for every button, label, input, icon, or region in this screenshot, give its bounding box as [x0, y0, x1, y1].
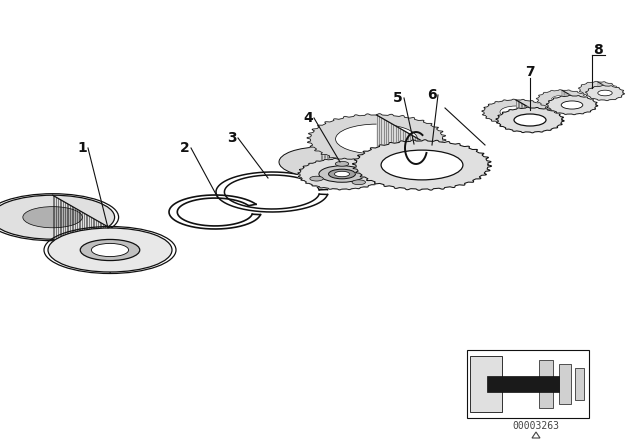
Text: 1: 1 [77, 141, 87, 155]
Ellipse shape [310, 176, 323, 181]
Ellipse shape [92, 243, 129, 257]
Polygon shape [376, 115, 422, 189]
Ellipse shape [500, 106, 532, 118]
Ellipse shape [80, 239, 140, 261]
Text: 5: 5 [393, 91, 403, 105]
Polygon shape [298, 158, 386, 190]
Bar [539, 360, 553, 408]
Bar [470, 356, 502, 412]
Bar [559, 364, 571, 404]
Text: 4: 4 [303, 111, 313, 125]
Ellipse shape [23, 207, 83, 228]
Ellipse shape [279, 147, 363, 177]
Ellipse shape [552, 95, 573, 103]
Text: 8: 8 [593, 43, 603, 57]
Polygon shape [536, 90, 588, 109]
Bar [467, 350, 589, 418]
Bar [487, 376, 559, 392]
Ellipse shape [514, 114, 546, 126]
Bar [575, 368, 584, 400]
Ellipse shape [335, 124, 417, 154]
Text: 3: 3 [227, 131, 237, 145]
Polygon shape [598, 82, 605, 100]
Ellipse shape [48, 228, 172, 272]
Polygon shape [586, 86, 625, 101]
Text: 6: 6 [427, 88, 437, 102]
Ellipse shape [335, 171, 349, 177]
Polygon shape [298, 158, 386, 190]
Ellipse shape [598, 90, 612, 96]
Polygon shape [516, 100, 530, 132]
Ellipse shape [561, 101, 583, 109]
Text: 7: 7 [525, 65, 535, 79]
Polygon shape [52, 195, 110, 272]
Ellipse shape [328, 169, 355, 179]
Text: 00003263: 00003263 [513, 421, 559, 431]
Ellipse shape [319, 166, 365, 182]
Polygon shape [546, 95, 598, 115]
Polygon shape [482, 99, 550, 125]
Polygon shape [579, 82, 618, 97]
Text: 2: 2 [180, 141, 190, 155]
Ellipse shape [352, 180, 365, 185]
Polygon shape [496, 107, 564, 133]
Ellipse shape [591, 86, 605, 92]
Polygon shape [307, 114, 446, 164]
Ellipse shape [381, 150, 463, 180]
Polygon shape [321, 147, 342, 189]
Polygon shape [562, 90, 572, 114]
Polygon shape [353, 140, 492, 190]
Ellipse shape [0, 195, 115, 239]
Ellipse shape [335, 161, 349, 166]
